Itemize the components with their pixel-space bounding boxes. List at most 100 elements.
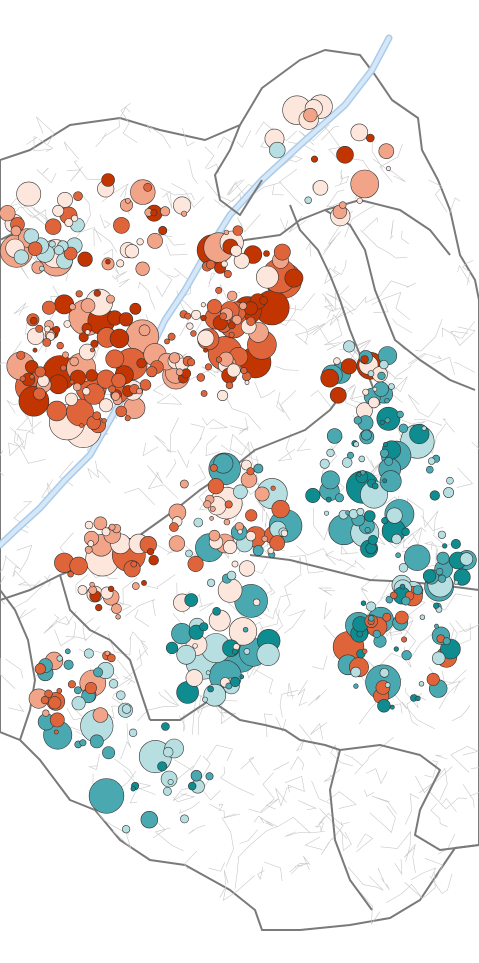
symbol-negative: [364, 526, 371, 533]
symbol-positive: [394, 610, 409, 625]
symbol-positive: [42, 337, 52, 347]
symbol-negative: [425, 465, 434, 474]
symbol-neutral: [57, 191, 73, 208]
boundary-west: [0, 589, 36, 741]
symbol-positive: [207, 478, 224, 495]
symbol-neutral: [267, 547, 275, 555]
symbol-negative: [401, 650, 412, 661]
symbol-positive: [105, 349, 125, 369]
boundary-river-north: [214, 124, 263, 216]
symbol-strong-positive: [77, 251, 93, 267]
symbol-positive: [124, 415, 131, 422]
symbol-strong-positive: [263, 250, 270, 257]
symbol-mild-positive: [160, 206, 171, 217]
symbol-mild-negative: [207, 578, 216, 587]
symbol-mild-positive: [136, 387, 143, 395]
symbol-mild-negative: [391, 533, 402, 545]
symbol-mild-positive: [209, 505, 216, 512]
symbol-positive: [269, 535, 286, 551]
symbol-strong-negative: [450, 538, 461, 549]
symbol-positive: [225, 381, 234, 390]
symbol-negative: [412, 585, 423, 595]
boundary-south-center: [209, 699, 373, 911]
symbol-mild-negative: [343, 340, 356, 353]
symbol-positive: [139, 379, 152, 391]
symbol-negative: [205, 772, 214, 781]
boundary-southeast-lower: [339, 744, 479, 851]
symbol-mild-positive: [89, 581, 95, 588]
symbol-strong-negative: [356, 630, 363, 638]
symbol-mild-negative: [160, 770, 178, 788]
symbol-neutral: [71, 214, 79, 222]
symbol-strong-negative: [393, 646, 399, 652]
symbol-positive: [232, 225, 244, 236]
symbol-mild-negative: [419, 614, 426, 620]
symbol-mild-positive: [115, 614, 121, 620]
symbol-neutral: [238, 560, 256, 577]
symbol-positive: [187, 555, 204, 572]
symbol-mild-positive: [223, 518, 231, 526]
symbol-neutral: [350, 123, 369, 142]
symbol-negative: [88, 778, 125, 814]
symbol-mild-negative: [437, 530, 447, 539]
symbol-negative: [442, 637, 451, 646]
symbol-strong-negative: [325, 496, 332, 503]
symbol-neutral: [87, 540, 95, 547]
symbol-negative: [395, 552, 401, 559]
symbol-negative: [434, 623, 439, 629]
symbol-mild-positive: [125, 197, 131, 204]
symbol-strong-positive: [200, 314, 207, 322]
symbol-neutral: [231, 560, 239, 568]
symbol-positive: [224, 500, 233, 509]
symbol-positive: [34, 366, 46, 378]
symbol-neutral: [197, 329, 215, 347]
symbol-mild-positive: [88, 585, 98, 595]
symbol-neutral: [192, 643, 198, 649]
symbol-strong-positive: [78, 332, 89, 343]
symbol-mild-negative: [418, 681, 425, 687]
symbol-neutral: [220, 260, 228, 268]
symbol-mild-positive: [10, 225, 22, 237]
symbol-strong-positive: [85, 369, 98, 382]
symbol-strong-negative: [399, 583, 406, 590]
symbol-neutral: [116, 259, 125, 268]
symbol-negative: [396, 410, 404, 419]
symbol-positive: [169, 522, 179, 532]
symbol-positive: [90, 347, 95, 353]
symbol-positive: [184, 312, 192, 320]
symbol-mild-positive: [42, 709, 50, 717]
symbol-negative: [346, 451, 354, 459]
symbol-mild-negative: [48, 240, 56, 248]
symbol-positive: [205, 363, 213, 371]
symbol-mild-negative: [180, 814, 189, 824]
symbol-mild-positive: [227, 290, 238, 301]
symbol-positive: [146, 366, 158, 378]
symbol-positive: [240, 367, 248, 375]
symbol-negative: [384, 417, 391, 424]
symbol-strong-negative: [157, 761, 168, 772]
symbol-strong-positive: [32, 347, 38, 353]
symbol-negative: [326, 428, 343, 444]
symbol-positive: [19, 375, 26, 382]
symbol-positive: [44, 689, 53, 698]
symbol-neutral: [99, 398, 113, 413]
symbol-mild-negative: [353, 441, 360, 448]
symbol-strong-positive: [203, 347, 209, 353]
symbol-mild-negative: [56, 655, 63, 662]
symbol-mild-positive: [239, 301, 248, 310]
proportional-symbols: [0, 94, 477, 834]
symbol-strong-positive: [48, 374, 69, 395]
symbol-mild-negative: [388, 383, 395, 390]
symbol-mild-positive: [168, 352, 181, 364]
symbol-neutral: [280, 529, 289, 537]
symbol-mild-negative: [23, 228, 39, 244]
symbol-positive: [56, 687, 63, 694]
symbol-positive: [164, 338, 170, 345]
symbol-neutral: [252, 598, 261, 606]
symbol-strong-positive: [136, 358, 147, 369]
symbol-positive: [209, 463, 218, 472]
symbol-strong-negative: [239, 674, 245, 680]
symbol-negative: [368, 615, 375, 622]
symbol-negative: [79, 739, 87, 747]
